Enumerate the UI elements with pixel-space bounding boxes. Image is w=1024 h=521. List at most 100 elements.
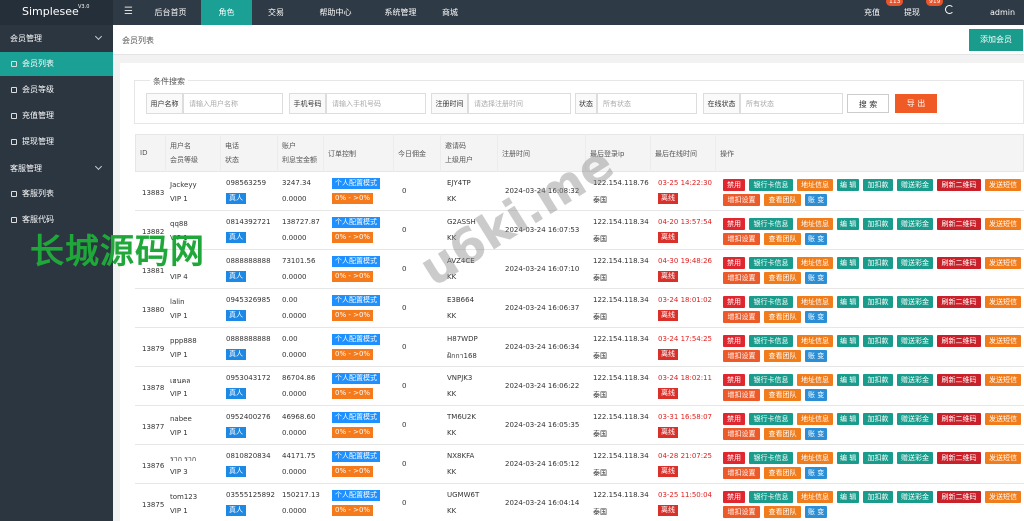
action-button[interactable]: 查看团队	[764, 350, 801, 362]
action-button[interactable]: 禁用	[723, 335, 745, 347]
nav-item[interactable]: 帮助中心	[319, 8, 352, 17]
action-button[interactable]: 银行卡信息	[749, 296, 793, 308]
action-button[interactable]: 查看团队	[764, 311, 801, 323]
action-button[interactable]: 账 变	[805, 428, 827, 440]
search-button[interactable]: 搜 索	[847, 94, 889, 113]
action-button[interactable]: 地址信息	[797, 491, 833, 503]
action-button[interactable]: 银行卡信息	[749, 452, 793, 464]
action-button[interactable]: 增扣设置	[723, 272, 760, 284]
action-button[interactable]: 发送短信	[985, 491, 1021, 503]
sidebar-item[interactable]: 客服列表	[22, 189, 54, 198]
action-button[interactable]: 地址信息	[797, 374, 833, 386]
action-button[interactable]: 发送短信	[985, 179, 1021, 191]
action-button[interactable]: 编 辑	[837, 335, 859, 347]
action-button[interactable]: 账 变	[805, 272, 827, 284]
action-button[interactable]: 增扣设置	[723, 350, 760, 362]
action-button[interactable]: 禁用	[723, 179, 745, 191]
action-button[interactable]: 增扣设置	[723, 389, 760, 401]
action-button[interactable]: 赠送彩金	[897, 374, 933, 386]
action-button[interactable]: 编 辑	[837, 179, 859, 191]
action-button[interactable]: 加扣款	[863, 257, 893, 269]
action-button[interactable]: 刷新二维码	[937, 335, 981, 347]
action-button[interactable]: 编 辑	[837, 374, 859, 386]
action-button[interactable]: 发送短信	[985, 257, 1021, 269]
action-button[interactable]: 刷新二维码	[937, 218, 981, 230]
sidebar-item[interactable]: 会员列表	[22, 59, 54, 68]
action-button[interactable]: 刷新二维码	[937, 452, 981, 464]
action-button[interactable]: 账 变	[805, 233, 827, 245]
action-button[interactable]: 刷新二维码	[937, 257, 981, 269]
nav-item[interactable]: 系统管理	[384, 8, 417, 17]
field-input[interactable]: 请输入用户名称	[183, 93, 283, 114]
action-button[interactable]: 编 辑	[837, 257, 859, 269]
action-button[interactable]: 禁用	[723, 452, 745, 464]
action-button[interactable]: 增扣设置	[723, 506, 760, 518]
action-button[interactable]: 禁用	[723, 413, 745, 425]
action-button[interactable]: 赠送彩金	[897, 257, 933, 269]
field-input[interactable]: 所有状态	[597, 93, 697, 114]
action-button[interactable]: 编 辑	[837, 452, 859, 464]
action-button[interactable]: 赠送彩金	[897, 179, 933, 191]
action-button[interactable]: 账 变	[805, 467, 827, 479]
action-button[interactable]: 银行卡信息	[749, 218, 793, 230]
action-button[interactable]: 刷新二维码	[937, 296, 981, 308]
action-button[interactable]: 银行卡信息	[749, 491, 793, 503]
field-input[interactable]: 请选择注册时间	[468, 93, 571, 114]
action-button[interactable]: 银行卡信息	[749, 179, 793, 191]
action-button[interactable]: 增扣设置	[723, 194, 760, 206]
action-button[interactable]: 加扣款	[863, 491, 893, 503]
action-button[interactable]: 赠送彩金	[897, 413, 933, 425]
action-button[interactable]: 账 变	[805, 194, 827, 206]
action-button[interactable]: 发送短信	[985, 452, 1021, 464]
recharge[interactable]: 充值	[864, 8, 880, 17]
action-button[interactable]: 地址信息	[797, 335, 833, 347]
action-button[interactable]: 禁用	[723, 218, 745, 230]
action-button[interactable]: 编 辑	[837, 491, 859, 503]
action-button[interactable]: 加扣款	[863, 179, 893, 191]
sidebar-group[interactable]: 会员管理	[10, 34, 42, 43]
action-button[interactable]: 发送短信	[985, 296, 1021, 308]
action-button[interactable]: 发送短信	[985, 413, 1021, 425]
action-button[interactable]: 禁用	[723, 491, 745, 503]
action-button[interactable]: 赠送彩金	[897, 335, 933, 347]
action-button[interactable]: 查看团队	[764, 467, 801, 479]
action-button[interactable]: 地址信息	[797, 257, 833, 269]
refresh-icon[interactable]	[945, 5, 954, 14]
action-button[interactable]: 账 变	[805, 506, 827, 518]
action-button[interactable]: 刷新二维码	[937, 179, 981, 191]
action-button[interactable]: 发送短信	[985, 218, 1021, 230]
field-input[interactable]: 请输入手机号码	[326, 93, 426, 114]
action-button[interactable]: 地址信息	[797, 296, 833, 308]
add-member-button[interactable]: 添加会员	[969, 29, 1023, 51]
action-button[interactable]: 查看团队	[764, 233, 801, 245]
action-button[interactable]: 地址信息	[797, 413, 833, 425]
sidebar-item[interactable]: 充值管理	[22, 111, 54, 120]
action-button[interactable]: 查看团队	[764, 428, 801, 440]
action-button[interactable]: 发送短信	[985, 374, 1021, 386]
action-button[interactable]: 增扣设置	[723, 233, 760, 245]
action-button[interactable]: 赠送彩金	[897, 491, 933, 503]
action-button[interactable]: 银行卡信息	[749, 335, 793, 347]
export-button[interactable]: 导 出	[895, 94, 937, 113]
action-button[interactable]: 加扣款	[863, 374, 893, 386]
action-button[interactable]: 禁用	[723, 374, 745, 386]
action-button[interactable]: 增扣设置	[723, 311, 760, 323]
action-button[interactable]: 地址信息	[797, 179, 833, 191]
action-button[interactable]: 编 辑	[837, 218, 859, 230]
action-button[interactable]: 编 辑	[837, 296, 859, 308]
nav-item[interactable]: 商城	[442, 8, 458, 17]
action-button[interactable]: 查看团队	[764, 506, 801, 518]
action-button[interactable]: 加扣款	[863, 218, 893, 230]
action-button[interactable]: 刷新二维码	[937, 374, 981, 386]
action-button[interactable]: 禁用	[723, 296, 745, 308]
action-button[interactable]: 查看团队	[764, 389, 801, 401]
action-button[interactable]: 刷新二维码	[937, 491, 981, 503]
field-input[interactable]: 所有状态	[740, 93, 843, 114]
action-button[interactable]: 增扣设置	[723, 428, 760, 440]
action-button[interactable]: 地址信息	[797, 218, 833, 230]
action-button[interactable]: 赠送彩金	[897, 218, 933, 230]
action-button[interactable]: 地址信息	[797, 452, 833, 464]
sidebar-item[interactable]: 会员等级	[22, 85, 54, 94]
action-button[interactable]: 查看团队	[764, 194, 801, 206]
action-button[interactable]: 银行卡信息	[749, 257, 793, 269]
